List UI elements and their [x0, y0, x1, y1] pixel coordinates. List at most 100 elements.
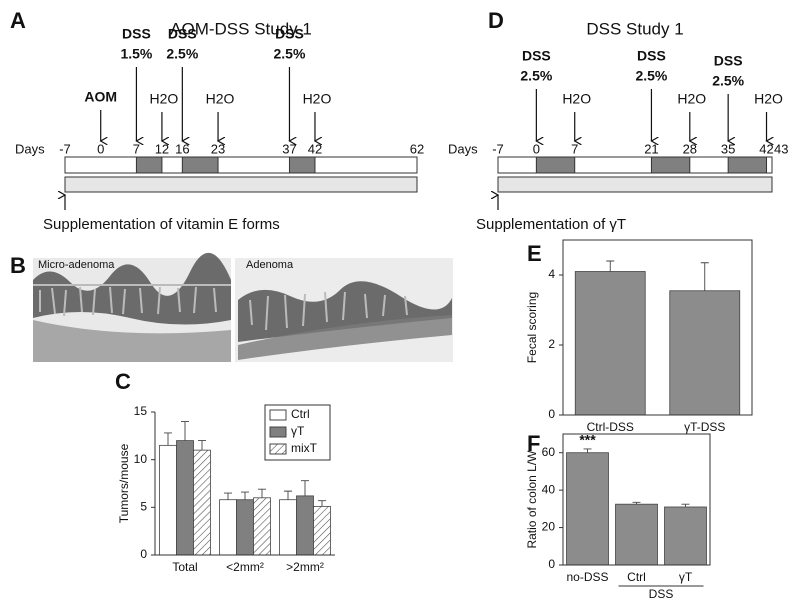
timeline-title: AOM-DSS Study 1	[170, 19, 312, 38]
bar	[193, 449, 211, 556]
supplement-bar	[64, 176, 418, 193]
error-bar	[700, 262, 709, 291]
day-tick-label: 0	[533, 141, 540, 156]
treatment-label: DSS	[122, 26, 151, 42]
error-bar	[164, 432, 172, 446]
legend-swatch	[269, 426, 287, 438]
y-tick-label: 40	[542, 482, 556, 496]
timeline-title: DSS Study 1	[586, 19, 683, 38]
bar	[159, 444, 177, 556]
supplement-bar	[497, 176, 773, 193]
day-tick-label: 43	[774, 141, 788, 156]
day-tick-label: 16	[175, 141, 189, 156]
axes	[154, 412, 335, 556]
timeline-bar	[64, 156, 418, 174]
treatment-label: 2.5%	[635, 68, 667, 84]
day-tick-label: 37	[282, 141, 296, 156]
legend-label: γT	[291, 424, 305, 438]
bar	[253, 497, 271, 556]
error-bar	[284, 490, 292, 500]
treatment-label: DSS	[168, 26, 197, 42]
error-bar	[632, 501, 641, 505]
image-label: Adenoma	[246, 259, 294, 271]
days-label: Days	[15, 141, 45, 156]
treatment-label: DSS	[714, 53, 743, 69]
day-tick-label: -7	[59, 141, 71, 156]
supplement-label: Supplementation of vitamin E forms	[43, 216, 280, 233]
y-tick-label: 0	[548, 407, 555, 421]
treatment-label: 2.5%	[274, 46, 306, 62]
panel-label: C	[115, 369, 131, 394]
x-tick-label: <2mm²	[226, 560, 264, 574]
error-bar	[224, 492, 232, 500]
y-axis-label: Ratio of colon L/W	[525, 450, 539, 549]
error-bar	[583, 448, 592, 453]
treatment-label: 2.5%	[520, 68, 552, 84]
day-tick-label: -7	[492, 141, 504, 156]
treatment-label: DSS	[275, 26, 304, 42]
washout-label: H2O	[562, 91, 591, 107]
y-tick-label: 4	[548, 267, 555, 281]
bar	[236, 499, 254, 556]
days-label: Days	[448, 141, 478, 156]
washout-label: H2O	[677, 91, 706, 107]
y-tick-label: 10	[134, 452, 148, 466]
treatment-label: 2.5%	[712, 73, 744, 89]
tissue	[238, 315, 452, 360]
treatment-label: 1.5%	[120, 46, 152, 62]
error-bar	[241, 491, 249, 500]
panel-label: E	[527, 241, 542, 266]
tissue-texture	[249, 291, 408, 331]
error-bar	[181, 421, 189, 441]
day-tick-label: 0	[97, 141, 104, 156]
y-axis-label: Tumors/mouse	[117, 443, 131, 523]
dss-period	[288, 156, 316, 174]
day-tick-label: 7	[133, 141, 140, 156]
bar	[669, 290, 741, 416]
bar	[219, 499, 237, 556]
bar	[313, 505, 331, 556]
tissue	[238, 281, 452, 342]
day-tick-label: 28	[683, 141, 697, 156]
error-bar	[301, 480, 309, 496]
error-bar	[258, 488, 266, 498]
tissue-texture	[33, 284, 231, 317]
dss-period	[181, 156, 219, 174]
dss-period	[650, 156, 691, 174]
panel-label: B	[10, 253, 26, 278]
x-tick-label: γT-DSS	[684, 420, 725, 434]
day-tick-label: 35	[721, 141, 735, 156]
error-bar	[681, 503, 690, 507]
treatment-label: DSS	[637, 48, 666, 64]
y-tick-label: 5	[140, 500, 147, 514]
group-label: DSS	[649, 587, 674, 601]
day-tick-label: 21	[644, 141, 658, 156]
panel-label: F	[527, 431, 540, 456]
day-tick-label: 42	[308, 141, 322, 156]
dss-period	[135, 156, 163, 174]
treatment-label: 2.5%	[166, 46, 198, 62]
washout-label: H2O	[754, 91, 783, 107]
washout-label: H2O	[303, 91, 332, 107]
x-tick-label: Ctrl	[627, 570, 646, 584]
bar	[176, 440, 194, 556]
legend-swatch	[269, 409, 287, 421]
x-tick-label: Total	[172, 560, 197, 574]
plot-frame	[562, 239, 753, 416]
dss-period	[535, 156, 576, 174]
tissue	[33, 320, 231, 362]
day-tick-label: 62	[410, 141, 424, 156]
y-tick-label: 0	[140, 547, 147, 561]
day-tick-label: 12	[155, 141, 169, 156]
legend-label: mixT	[291, 441, 318, 455]
image-label: Micro-adenoma	[38, 259, 115, 271]
bar	[574, 271, 646, 416]
day-tick-label: 23	[211, 141, 225, 156]
x-tick-label: Ctrl-DSS	[587, 420, 634, 434]
bar	[664, 506, 707, 566]
x-tick-label: no-DSS	[566, 570, 608, 584]
bar	[279, 499, 297, 556]
dss-period	[727, 156, 768, 174]
panel-label: A	[10, 8, 26, 33]
